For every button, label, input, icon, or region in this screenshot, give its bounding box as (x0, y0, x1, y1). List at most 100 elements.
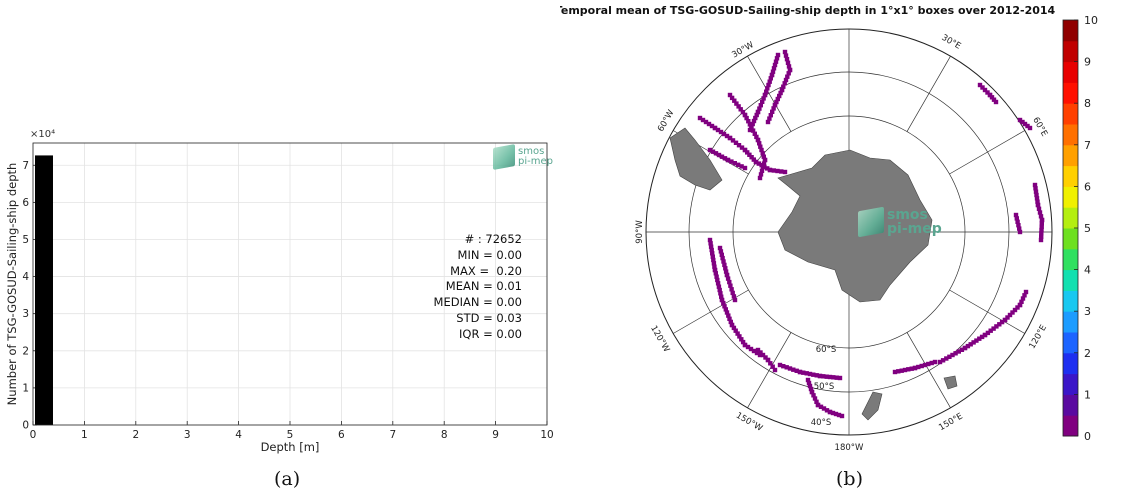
track-cell (724, 310, 730, 315)
y-tick-label: 7 (22, 160, 29, 172)
track-cell (801, 370, 806, 375)
track-cell (728, 319, 733, 325)
track-cell (791, 367, 796, 372)
track-cell (715, 277, 720, 283)
track-cell (906, 367, 911, 372)
track-cell (754, 134, 759, 140)
track-cell (1017, 117, 1023, 123)
track-cell (724, 133, 730, 139)
track-cell (711, 257, 716, 263)
track-cell (772, 62, 778, 68)
lon-label-30e: 30°E (940, 33, 963, 52)
track-cell (761, 96, 766, 101)
colorbar-segment (1063, 124, 1078, 146)
track-cell (722, 262, 727, 268)
track-cell (902, 367, 908, 373)
track-cell (758, 103, 763, 108)
colorbar-segment (1063, 20, 1078, 42)
track-cell (763, 355, 768, 360)
track-cell (782, 81, 787, 86)
tasmania-landmass (943, 375, 958, 390)
track-cell (1033, 186, 1038, 191)
track-cell (731, 325, 737, 331)
track-cell (729, 95, 735, 101)
y-tick-label: 4 (22, 271, 29, 283)
track-cell (700, 117, 706, 123)
track-cell (730, 290, 735, 296)
track-cell (771, 168, 776, 173)
track-cell (725, 276, 731, 281)
track-cell (1005, 315, 1010, 320)
track-cell (754, 112, 759, 118)
track-cell (721, 300, 726, 306)
track-cell (744, 115, 749, 121)
track-cell (729, 159, 734, 164)
track-cell (713, 151, 719, 156)
track-cell (732, 98, 737, 103)
track-cell (736, 143, 742, 148)
colorbar-segment (1063, 186, 1078, 208)
track-cell (719, 297, 725, 303)
track-cell (734, 101, 739, 106)
track-cell (717, 287, 722, 293)
track-cell (767, 79, 772, 84)
logo-mark-icon (493, 144, 515, 170)
track-cell (770, 364, 775, 369)
x-tick-label: 10 (540, 429, 553, 441)
track-cell (777, 362, 783, 368)
track-cell (768, 361, 773, 366)
track-cell (785, 74, 790, 79)
meridians (646, 29, 1052, 435)
map-logo-mark-icon (858, 206, 884, 238)
track-cell (909, 366, 914, 371)
track-cell (1020, 119, 1025, 125)
track-cell (771, 106, 776, 111)
track-cell (1017, 229, 1023, 235)
x-tick-labels: 0 1 2 3 4 5 6 7 8 9 10 (30, 429, 554, 441)
track-cell (1002, 317, 1008, 323)
track-cell (722, 156, 728, 161)
track-cell (717, 245, 723, 251)
stat-median: MEDIAN = 0.00 (433, 295, 522, 310)
track-cell (786, 71, 791, 76)
track-cell (827, 409, 833, 415)
track-cell (713, 271, 718, 276)
track-cell (947, 354, 952, 359)
track-cell (760, 99, 765, 104)
track-cell (1039, 227, 1044, 233)
track-cell (977, 336, 982, 341)
x-tick-label: 0 (30, 429, 37, 441)
track-cell (1038, 237, 1044, 243)
y-tick-label: 2 (22, 345, 29, 357)
y-axis-label: Number of TSG-GOSUD-Sailing-ship depth (5, 163, 19, 406)
track-cell (812, 396, 818, 401)
track-cell (703, 119, 709, 125)
track-cell (723, 307, 728, 312)
track-cell (768, 113, 773, 118)
track-cell (739, 164, 744, 169)
track-cell (718, 291, 723, 296)
track-cell (766, 82, 771, 88)
map-logo-line-2: pi-mep (887, 221, 942, 237)
track-cell (724, 272, 730, 278)
track-cell (751, 118, 757, 124)
track-cell (787, 366, 793, 371)
track-cell (762, 157, 768, 163)
colorbar-segment (1063, 248, 1078, 271)
colorbar-segment (1063, 373, 1078, 395)
x-tick-label: 7 (389, 429, 396, 441)
track-cell (750, 128, 756, 133)
track-cell (721, 131, 727, 137)
track-cell (727, 135, 733, 141)
track-cell (783, 77, 789, 83)
caption-a: (a) (274, 468, 301, 490)
stat-std: STD = 0.03 (456, 310, 522, 325)
track-cell (775, 168, 780, 174)
track-cell (777, 93, 782, 99)
logo-line-2: pi-mep (518, 156, 553, 167)
track-cell (784, 57, 790, 62)
colorbar-segment (1063, 165, 1078, 187)
track-cell (1015, 219, 1020, 224)
track-cell (772, 367, 778, 373)
track-cell (770, 109, 775, 114)
